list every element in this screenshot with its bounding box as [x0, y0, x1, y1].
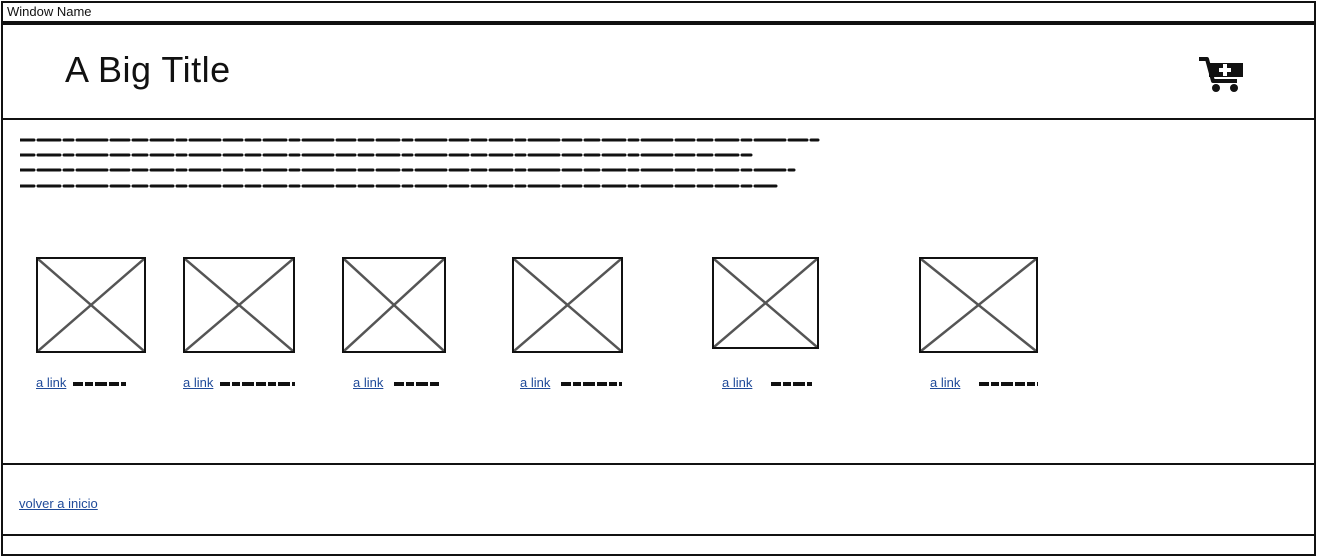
cart-plus-icon[interactable] [1197, 55, 1247, 95]
page-header: A Big Title [1, 23, 1316, 120]
product-item-6: a link [919, 257, 1038, 390]
product-link[interactable]: a link [353, 375, 384, 390]
placeholder-scribble [770, 381, 812, 386]
placeholder-scribble [978, 381, 1038, 386]
product-link[interactable]: a link [183, 375, 214, 390]
image-placeholder [919, 257, 1038, 353]
back-to-home-link[interactable]: volver a inicio [19, 496, 98, 511]
image-placeholder [512, 257, 623, 353]
window-titlebar: Window Name [1, 1, 1316, 23]
product-label: a link [722, 375, 832, 390]
page-title: A Big Title [65, 49, 231, 90]
placeholder-scribble [393, 381, 439, 386]
product-item-5: a link [712, 257, 819, 390]
product-item-1: a link [36, 257, 146, 390]
main-content: a link a link a link a link [1, 120, 1316, 465]
placeholder-scribble [72, 381, 126, 386]
image-placeholder [183, 257, 295, 353]
image-placeholder [342, 257, 446, 353]
product-label: a link [930, 375, 1042, 390]
product-item-3: a link [342, 257, 446, 390]
product-link[interactable]: a link [36, 375, 67, 390]
placeholder-paragraph [20, 132, 820, 202]
product-link[interactable]: a link [722, 375, 753, 390]
page-footer: volver a inicio [1, 463, 1316, 536]
image-placeholder [712, 257, 819, 349]
product-label: a link [183, 375, 299, 390]
product-label: a link [36, 375, 128, 390]
placeholder-scribble [219, 381, 295, 386]
window-title: Window Name [7, 4, 92, 19]
product-label: a link [520, 375, 626, 390]
placeholder-scribble [560, 381, 622, 386]
product-label: a link [353, 375, 443, 390]
product-item-2: a link [183, 257, 295, 390]
product-item-4: a link [512, 257, 623, 390]
image-placeholder [36, 257, 146, 353]
product-link[interactable]: a link [930, 375, 961, 390]
product-link[interactable]: a link [520, 375, 551, 390]
